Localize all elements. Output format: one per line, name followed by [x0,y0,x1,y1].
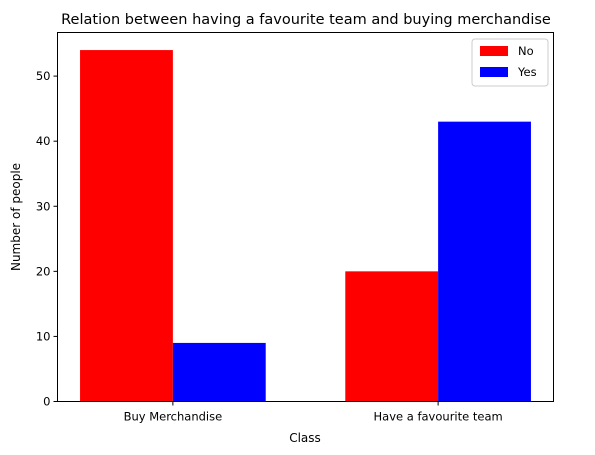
bar-yes-0 [172,342,266,402]
y-axis: 0 10 20 30 40 50 [36,69,58,409]
y-axis-label: Number of people [9,163,23,271]
legend-label-yes: Yes [517,65,537,79]
x-tick-label: Buy Merchandise [124,410,223,424]
bar-yes-1 [438,121,531,402]
y-tick-label: 0 [43,395,50,409]
legend-swatch-yes [480,67,508,77]
bar-no-0 [80,50,173,402]
y-tick-label: 30 [36,199,51,213]
y-tick-label: 10 [36,329,51,343]
bar-no-1 [345,271,439,402]
chart-title: Relation between having a favourite team… [61,12,551,28]
legend-label-no: No [518,44,534,58]
legend: No Yes [471,38,549,87]
y-tick-label: 40 [36,134,51,148]
plot-frame [57,32,554,402]
y-tick-label: 50 [36,69,51,83]
x-axis-label: Class [289,431,321,445]
bars-group [80,50,531,402]
legend-swatch-no [480,46,508,56]
y-tick-label: 20 [36,264,51,278]
x-axis: Buy Merchandise Have a favourite team [124,401,503,424]
x-tick-label: Have a favourite team [374,410,503,424]
